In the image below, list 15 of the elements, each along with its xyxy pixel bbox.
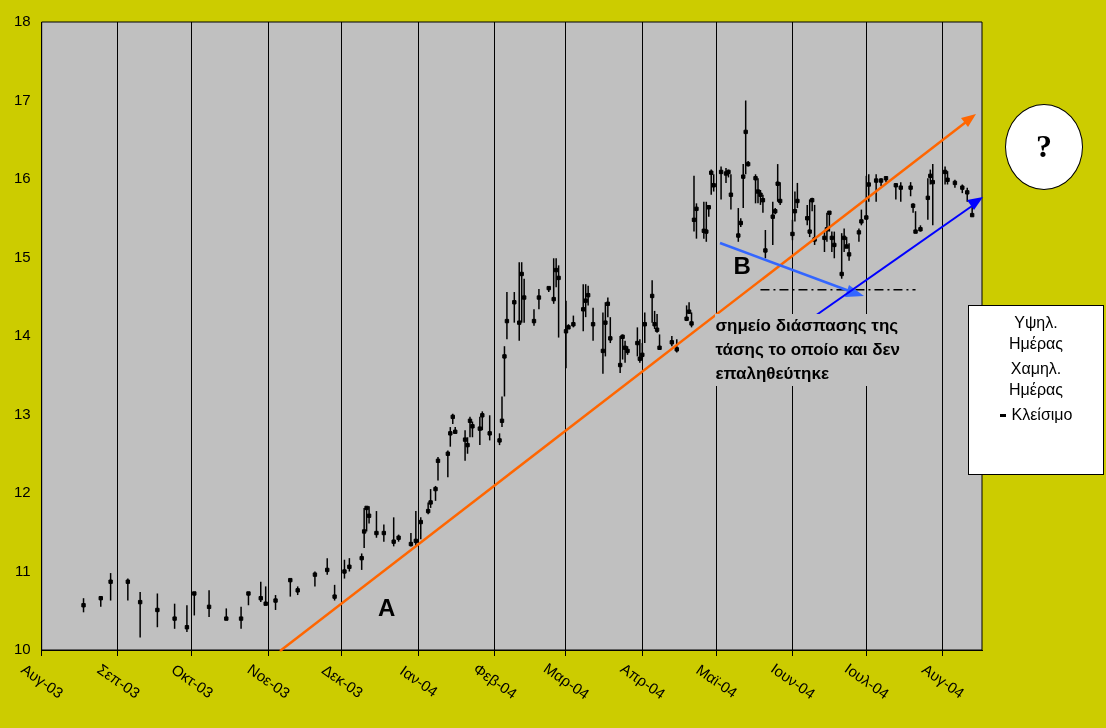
legend-label: Κλείσιμο [1011, 406, 1073, 423]
y-tick-label: 10 [14, 640, 31, 658]
y-tick-label: 18 [14, 12, 31, 30]
y-tick-label: 11 [15, 561, 31, 579]
y-tick-label: 16 [14, 169, 31, 187]
y-tick-label: 15 [14, 247, 31, 265]
y-tick-label: 12 [14, 483, 31, 501]
annotation: B [733, 251, 751, 279]
annotation: σημείο διάσπασης της τάσης το οποίο και δεν επαληθεύτηκε [715, 313, 938, 386]
text: ? [1035, 127, 1053, 166]
y-tick-label: 14 [14, 326, 31, 344]
annotation: A [378, 594, 396, 621]
y-tick-label: 17 [14, 90, 31, 108]
y-tick-label: 13 [14, 404, 31, 422]
legend-panel: Υψηλ. Ημέρας Χαμηλ. Ημέρας Κλείσιμο [968, 305, 1104, 475]
